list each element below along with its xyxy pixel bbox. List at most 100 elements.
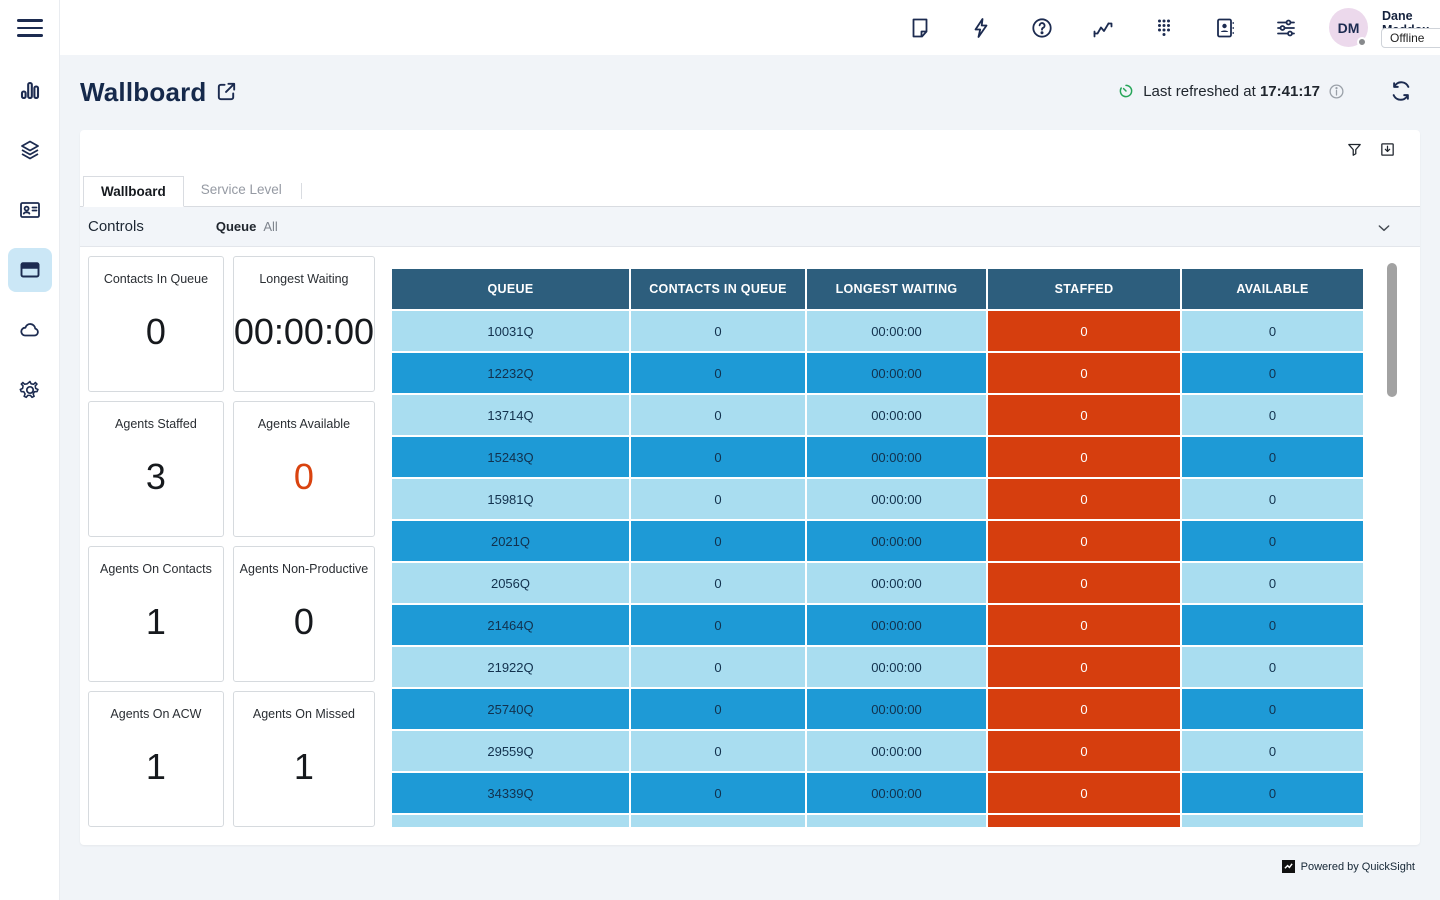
kpi-value: 1 xyxy=(146,721,166,826)
cell-staffed: 0 xyxy=(988,773,1180,813)
cell-longest_waiting: 00:00:00 xyxy=(807,605,986,645)
info-icon[interactable] xyxy=(1328,83,1345,100)
cell-queue: 13714Q xyxy=(392,395,629,435)
column-header-queue[interactable]: QUEUE xyxy=(392,269,629,309)
column-header-available[interactable]: AVAILABLE xyxy=(1182,269,1363,309)
kpi-value: 0 xyxy=(294,431,314,536)
cell-staffed: 0 xyxy=(988,605,1180,645)
cell-available: 0 xyxy=(1182,437,1363,477)
kpi-card-longest-waiting: Longest Waiting00:00:00 xyxy=(233,256,375,392)
queue-filter-value: All xyxy=(263,219,277,234)
cell-available: 0 xyxy=(1182,395,1363,435)
cell-contacts_in_queue: 0 xyxy=(631,395,805,435)
cell-contacts_in_queue: 0 xyxy=(631,353,805,393)
cell-staffed: 0 xyxy=(988,395,1180,435)
cell-available: 0 xyxy=(1182,647,1363,687)
quicksight-footer: Powered by QuickSight xyxy=(1282,860,1415,873)
kpi-value: 0 xyxy=(146,286,166,391)
menu-icon[interactable] xyxy=(16,16,44,40)
cell-longest_waiting: 00:00:00 xyxy=(807,647,986,687)
cell-longest_waiting xyxy=(807,815,986,827)
kpi-label: Agents Non-Productive xyxy=(236,562,373,576)
cell-available xyxy=(1182,815,1363,827)
cell-contacts_in_queue: 0 xyxy=(631,605,805,645)
kpi-value: 00:00:00 xyxy=(234,286,374,391)
quick-actions-icon[interactable] xyxy=(969,16,993,40)
column-header-longest-waiting[interactable]: LONGEST WAITING xyxy=(807,269,986,309)
gear-icon xyxy=(18,378,42,402)
kpi-label: Agents Staffed xyxy=(111,417,201,431)
export-icon[interactable] xyxy=(1379,141,1396,158)
timer-icon xyxy=(1117,82,1135,100)
kpi-card-agents-staffed: Agents Staffed3 xyxy=(88,401,224,537)
cell-staffed: 0 xyxy=(988,647,1180,687)
kpi-value: 3 xyxy=(146,431,166,536)
cell-available: 0 xyxy=(1182,353,1363,393)
kpi-card-agents-on-missed: Agents On Missed1 xyxy=(233,691,375,827)
metrics-icon[interactable] xyxy=(1091,16,1115,40)
tab-bar: WallboardService Level xyxy=(80,176,1420,207)
cell-available: 0 xyxy=(1182,773,1363,813)
topbar: DM Dane Maddox Offline xyxy=(60,0,1440,55)
cell-available: 0 xyxy=(1182,731,1363,771)
cell-contacts_in_queue: 0 xyxy=(631,773,805,813)
tab-service-level[interactable]: Service Level xyxy=(184,175,299,206)
kpi-label: Agents On ACW xyxy=(106,707,205,721)
controls-bar[interactable]: Controls Queue All xyxy=(80,207,1420,247)
cell-longest_waiting: 00:00:00 xyxy=(807,395,986,435)
sidebar-item-cloud[interactable] xyxy=(8,308,52,352)
cell-staffed: 0 xyxy=(988,689,1180,729)
sidebar-item-settings[interactable] xyxy=(8,368,52,412)
cell-queue: 2056Q xyxy=(392,563,629,603)
cell-contacts_in_queue: 0 xyxy=(631,437,805,477)
column-header-staffed[interactable]: STAFFED xyxy=(988,269,1180,309)
quicksight-logo-icon xyxy=(1282,860,1295,873)
dialpad-icon[interactable] xyxy=(1152,16,1176,40)
id-card-icon xyxy=(18,198,42,222)
preferences-icon[interactable] xyxy=(1274,16,1298,40)
help-icon[interactable] xyxy=(1030,16,1054,40)
sidebar-item-contacts[interactable] xyxy=(8,188,52,232)
kpi-card-contacts-in-queue: Contacts In Queue0 xyxy=(88,256,224,392)
filter-icon[interactable] xyxy=(1346,141,1363,158)
kpi-grid: Contacts In Queue0Longest Waiting00:00:0… xyxy=(88,256,375,827)
cell-longest_waiting: 00:00:00 xyxy=(807,437,986,477)
status-dot xyxy=(1357,37,1367,47)
refresh-icon[interactable] xyxy=(1390,80,1412,102)
queue-table: QUEUECONTACTS IN QUEUELONGEST WAITINGSTA… xyxy=(392,269,1366,827)
notes-icon[interactable] xyxy=(908,16,932,40)
agent-status-select[interactable]: Offline xyxy=(1381,28,1440,48)
sidebar-item-routing[interactable] xyxy=(8,128,52,172)
cell-available: 0 xyxy=(1182,563,1363,603)
cell-queue: 25740Q xyxy=(392,689,629,729)
sidebar-item-wallboard[interactable] xyxy=(8,248,52,292)
sidebar-item-analytics[interactable] xyxy=(8,68,52,112)
kpi-label: Agents On Missed xyxy=(249,707,359,721)
cell-longest_waiting: 00:00:00 xyxy=(807,731,986,771)
kpi-label: Agents Available xyxy=(254,417,354,431)
kpi-label: Longest Waiting xyxy=(255,272,352,286)
directory-icon[interactable] xyxy=(1213,16,1237,40)
cell-contacts_in_queue xyxy=(631,815,805,827)
kpi-label: Contacts In Queue xyxy=(100,272,212,286)
cell-available: 0 xyxy=(1182,689,1363,729)
column-header-contacts-in-queue[interactable]: CONTACTS IN QUEUE xyxy=(631,269,805,309)
cell-longest_waiting: 00:00:00 xyxy=(807,563,986,603)
cell-staffed: 0 xyxy=(988,311,1180,351)
cell-longest_waiting: 00:00:00 xyxy=(807,311,986,351)
cell-queue: 12232Q xyxy=(392,353,629,393)
cell-contacts_in_queue: 0 xyxy=(631,647,805,687)
scrollbar-thumb[interactable] xyxy=(1387,263,1397,397)
tab-wallboard[interactable]: Wallboard xyxy=(83,176,184,207)
cell-staffed: 0 xyxy=(988,437,1180,477)
chevron-down-icon[interactable] xyxy=(1376,220,1392,236)
layers-icon xyxy=(18,138,42,162)
cell-contacts_in_queue: 0 xyxy=(631,563,805,603)
cloud-icon xyxy=(18,318,42,342)
kpi-card-agents-on-acw: Agents On ACW1 xyxy=(88,691,224,827)
cell-queue: 21922Q xyxy=(392,647,629,687)
external-link-icon[interactable] xyxy=(215,80,238,103)
cell-queue: 29559Q xyxy=(392,731,629,771)
cell-staffed: 0 xyxy=(988,521,1180,561)
cell-contacts_in_queue: 0 xyxy=(631,689,805,729)
